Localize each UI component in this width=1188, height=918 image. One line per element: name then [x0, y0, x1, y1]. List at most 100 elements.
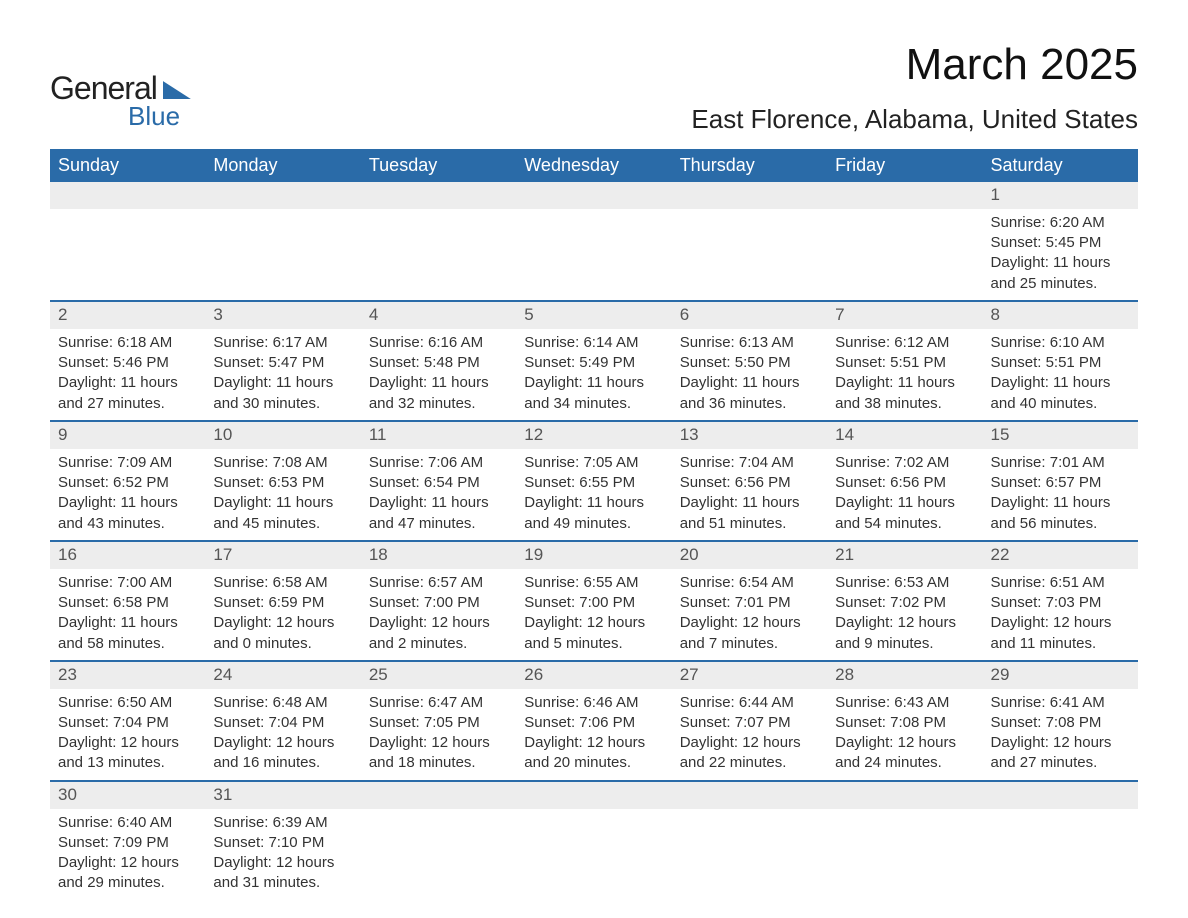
sunrise-text: Sunrise: 6:46 AM [524, 693, 663, 713]
weekday-header: Monday [205, 149, 360, 182]
day-cell: Sunrise: 6:57 AMSunset: 7:00 PMDaylight:… [361, 569, 516, 661]
sunset-text: Sunset: 6:52 PM [58, 473, 197, 493]
sunset-text: Sunset: 7:03 PM [991, 593, 1130, 613]
day-details-row: Sunrise: 6:18 AMSunset: 5:46 PMDaylight:… [50, 329, 1138, 421]
sunset-text: Sunset: 7:06 PM [524, 713, 663, 733]
daylight-text: Daylight: 12 hours and 7 minutes. [680, 613, 819, 654]
logo-triangle-icon [163, 81, 191, 99]
day-cell [672, 809, 827, 900]
daylight-text: Daylight: 11 hours and 54 minutes. [835, 493, 974, 534]
day-cell [983, 809, 1138, 900]
day-number: 20 [672, 541, 827, 569]
weekday-header: Saturday [983, 149, 1138, 182]
sunrise-text: Sunrise: 6:10 AM [991, 333, 1130, 353]
daylight-text: Daylight: 11 hours and 27 minutes. [58, 373, 197, 414]
sunrise-text: Sunrise: 6:50 AM [58, 693, 197, 713]
daylight-text: Daylight: 12 hours and 9 minutes. [835, 613, 974, 654]
sunset-text: Sunset: 7:00 PM [524, 593, 663, 613]
sunrise-text: Sunrise: 7:00 AM [58, 573, 197, 593]
sunset-text: Sunset: 7:08 PM [991, 713, 1130, 733]
daylight-text: Daylight: 12 hours and 2 minutes. [369, 613, 508, 654]
day-cell: Sunrise: 7:04 AMSunset: 6:56 PMDaylight:… [672, 449, 827, 541]
header: General Blue March 2025 East Florence, A… [50, 40, 1138, 135]
sunrise-text: Sunrise: 6:20 AM [991, 213, 1130, 233]
sunrise-text: Sunrise: 6:14 AM [524, 333, 663, 353]
day-number-row: 1 [50, 182, 1138, 209]
sunrise-text: Sunrise: 6:43 AM [835, 693, 974, 713]
sunset-text: Sunset: 6:53 PM [213, 473, 352, 493]
daylight-text: Daylight: 11 hours and 56 minutes. [991, 493, 1130, 534]
sunrise-text: Sunrise: 6:57 AM [369, 573, 508, 593]
day-number: 4 [361, 301, 516, 329]
day-cell: Sunrise: 6:17 AMSunset: 5:47 PMDaylight:… [205, 329, 360, 421]
day-number: 24 [205, 661, 360, 689]
day-cell: Sunrise: 7:00 AMSunset: 6:58 PMDaylight:… [50, 569, 205, 661]
sunrise-text: Sunrise: 6:47 AM [369, 693, 508, 713]
day-cell: Sunrise: 6:44 AMSunset: 7:07 PMDaylight:… [672, 689, 827, 781]
day-number [827, 781, 982, 809]
daylight-text: Daylight: 12 hours and 5 minutes. [524, 613, 663, 654]
sunrise-text: Sunrise: 7:08 AM [213, 453, 352, 473]
day-cell [361, 209, 516, 301]
sunset-text: Sunset: 7:01 PM [680, 593, 819, 613]
day-details-row: Sunrise: 7:00 AMSunset: 6:58 PMDaylight:… [50, 569, 1138, 661]
day-number-row: 9101112131415 [50, 421, 1138, 449]
day-cell: Sunrise: 7:08 AMSunset: 6:53 PMDaylight:… [205, 449, 360, 541]
day-cell [516, 809, 671, 900]
sunrise-text: Sunrise: 7:01 AM [991, 453, 1130, 473]
weekday-header-row: Sunday Monday Tuesday Wednesday Thursday… [50, 149, 1138, 182]
day-number [50, 182, 205, 209]
day-cell: Sunrise: 7:09 AMSunset: 6:52 PMDaylight:… [50, 449, 205, 541]
day-details-row: Sunrise: 7:09 AMSunset: 6:52 PMDaylight:… [50, 449, 1138, 541]
day-number: 28 [827, 661, 982, 689]
day-details-row: Sunrise: 6:50 AM Sunset: 7:04 PM Daylight:… [50, 689, 1138, 781]
daylight-text: Daylight: 11 hours and 49 minutes. [524, 493, 663, 534]
day-number: 16 [50, 541, 205, 569]
location-title: East Florence, Alabama, United States [691, 104, 1138, 135]
sunrise-text: Sunrise: 6:54 AM [680, 573, 819, 593]
day-cell: Sunrise: 6:51 AMSunset: 7:03 PMDaylight:… [983, 569, 1138, 661]
day-number: 26 [516, 661, 671, 689]
sunset-text: Sunset: 5:45 PM [991, 233, 1130, 253]
sunset-text: Sunset: 7:07 PM [680, 713, 819, 733]
day-number: 25 [361, 661, 516, 689]
day-number [516, 182, 671, 209]
sunset-text: Sunset: 5:48 PM [369, 353, 508, 373]
day-number: 19 [516, 541, 671, 569]
sunrise-text: Sunrise: 6:12 AM [835, 333, 974, 353]
day-cell: Sunrise: 6:13 AMSunset: 5:50 PMDaylight:… [672, 329, 827, 421]
sunrise-text: Sunrise: 6:44 AM [680, 693, 819, 713]
sunset-text: Sunset: 5:51 PM [991, 353, 1130, 373]
daylight-text: Daylight: 12 hours and 29 minutes. [58, 853, 197, 894]
daylight-text: Daylight: 12 hours and 27 minutes. [991, 733, 1130, 774]
logo: General Blue [50, 70, 191, 132]
day-number [672, 182, 827, 209]
day-number: 31 [205, 781, 360, 809]
day-number: 11 [361, 421, 516, 449]
day-number: 3 [205, 301, 360, 329]
day-number: 7 [827, 301, 982, 329]
sunset-text: Sunset: 7:05 PM [369, 713, 508, 733]
sunset-text: Sunset: 7:00 PM [369, 593, 508, 613]
daylight-text: Daylight: 11 hours and 40 minutes. [991, 373, 1130, 414]
sunrise-text: Sunrise: 6:58 AM [213, 573, 352, 593]
weekday-header: Friday [827, 149, 982, 182]
daylight-text: Daylight: 11 hours and 36 minutes. [680, 373, 819, 414]
sunset-text: Sunset: 6:54 PM [369, 473, 508, 493]
daylight-text: Daylight: 11 hours and 45 minutes. [213, 493, 352, 534]
daylight-text: Daylight: 11 hours and 25 minutes. [991, 253, 1130, 294]
sunset-text: Sunset: 7:08 PM [835, 713, 974, 733]
day-number: 22 [983, 541, 1138, 569]
sunrise-text: Sunrise: 6:40 AM [58, 813, 197, 833]
sunrise-text: Sunrise: 6:18 AM [58, 333, 197, 353]
day-cell: Sunrise: 6:43 AMSunset: 7:08 PMDaylight:… [827, 689, 982, 781]
day-number: 9 [50, 421, 205, 449]
day-number: 29 [983, 661, 1138, 689]
weekday-header: Wednesday [516, 149, 671, 182]
sunset-text: Sunset: 7:04 PM [213, 713, 352, 733]
sunrise-text: Sunrise: 6:41 AM [991, 693, 1130, 713]
day-cell: Sunrise: 6:50 AMSunset: 7:04 PMDaylight:… [50, 689, 205, 781]
day-cell: Sunrise: 6:55 AMSunset: 7:00 PMDaylight:… [516, 569, 671, 661]
weekday-header: Sunday [50, 149, 205, 182]
daylight-text: Daylight: 12 hours and 18 minutes. [369, 733, 508, 774]
